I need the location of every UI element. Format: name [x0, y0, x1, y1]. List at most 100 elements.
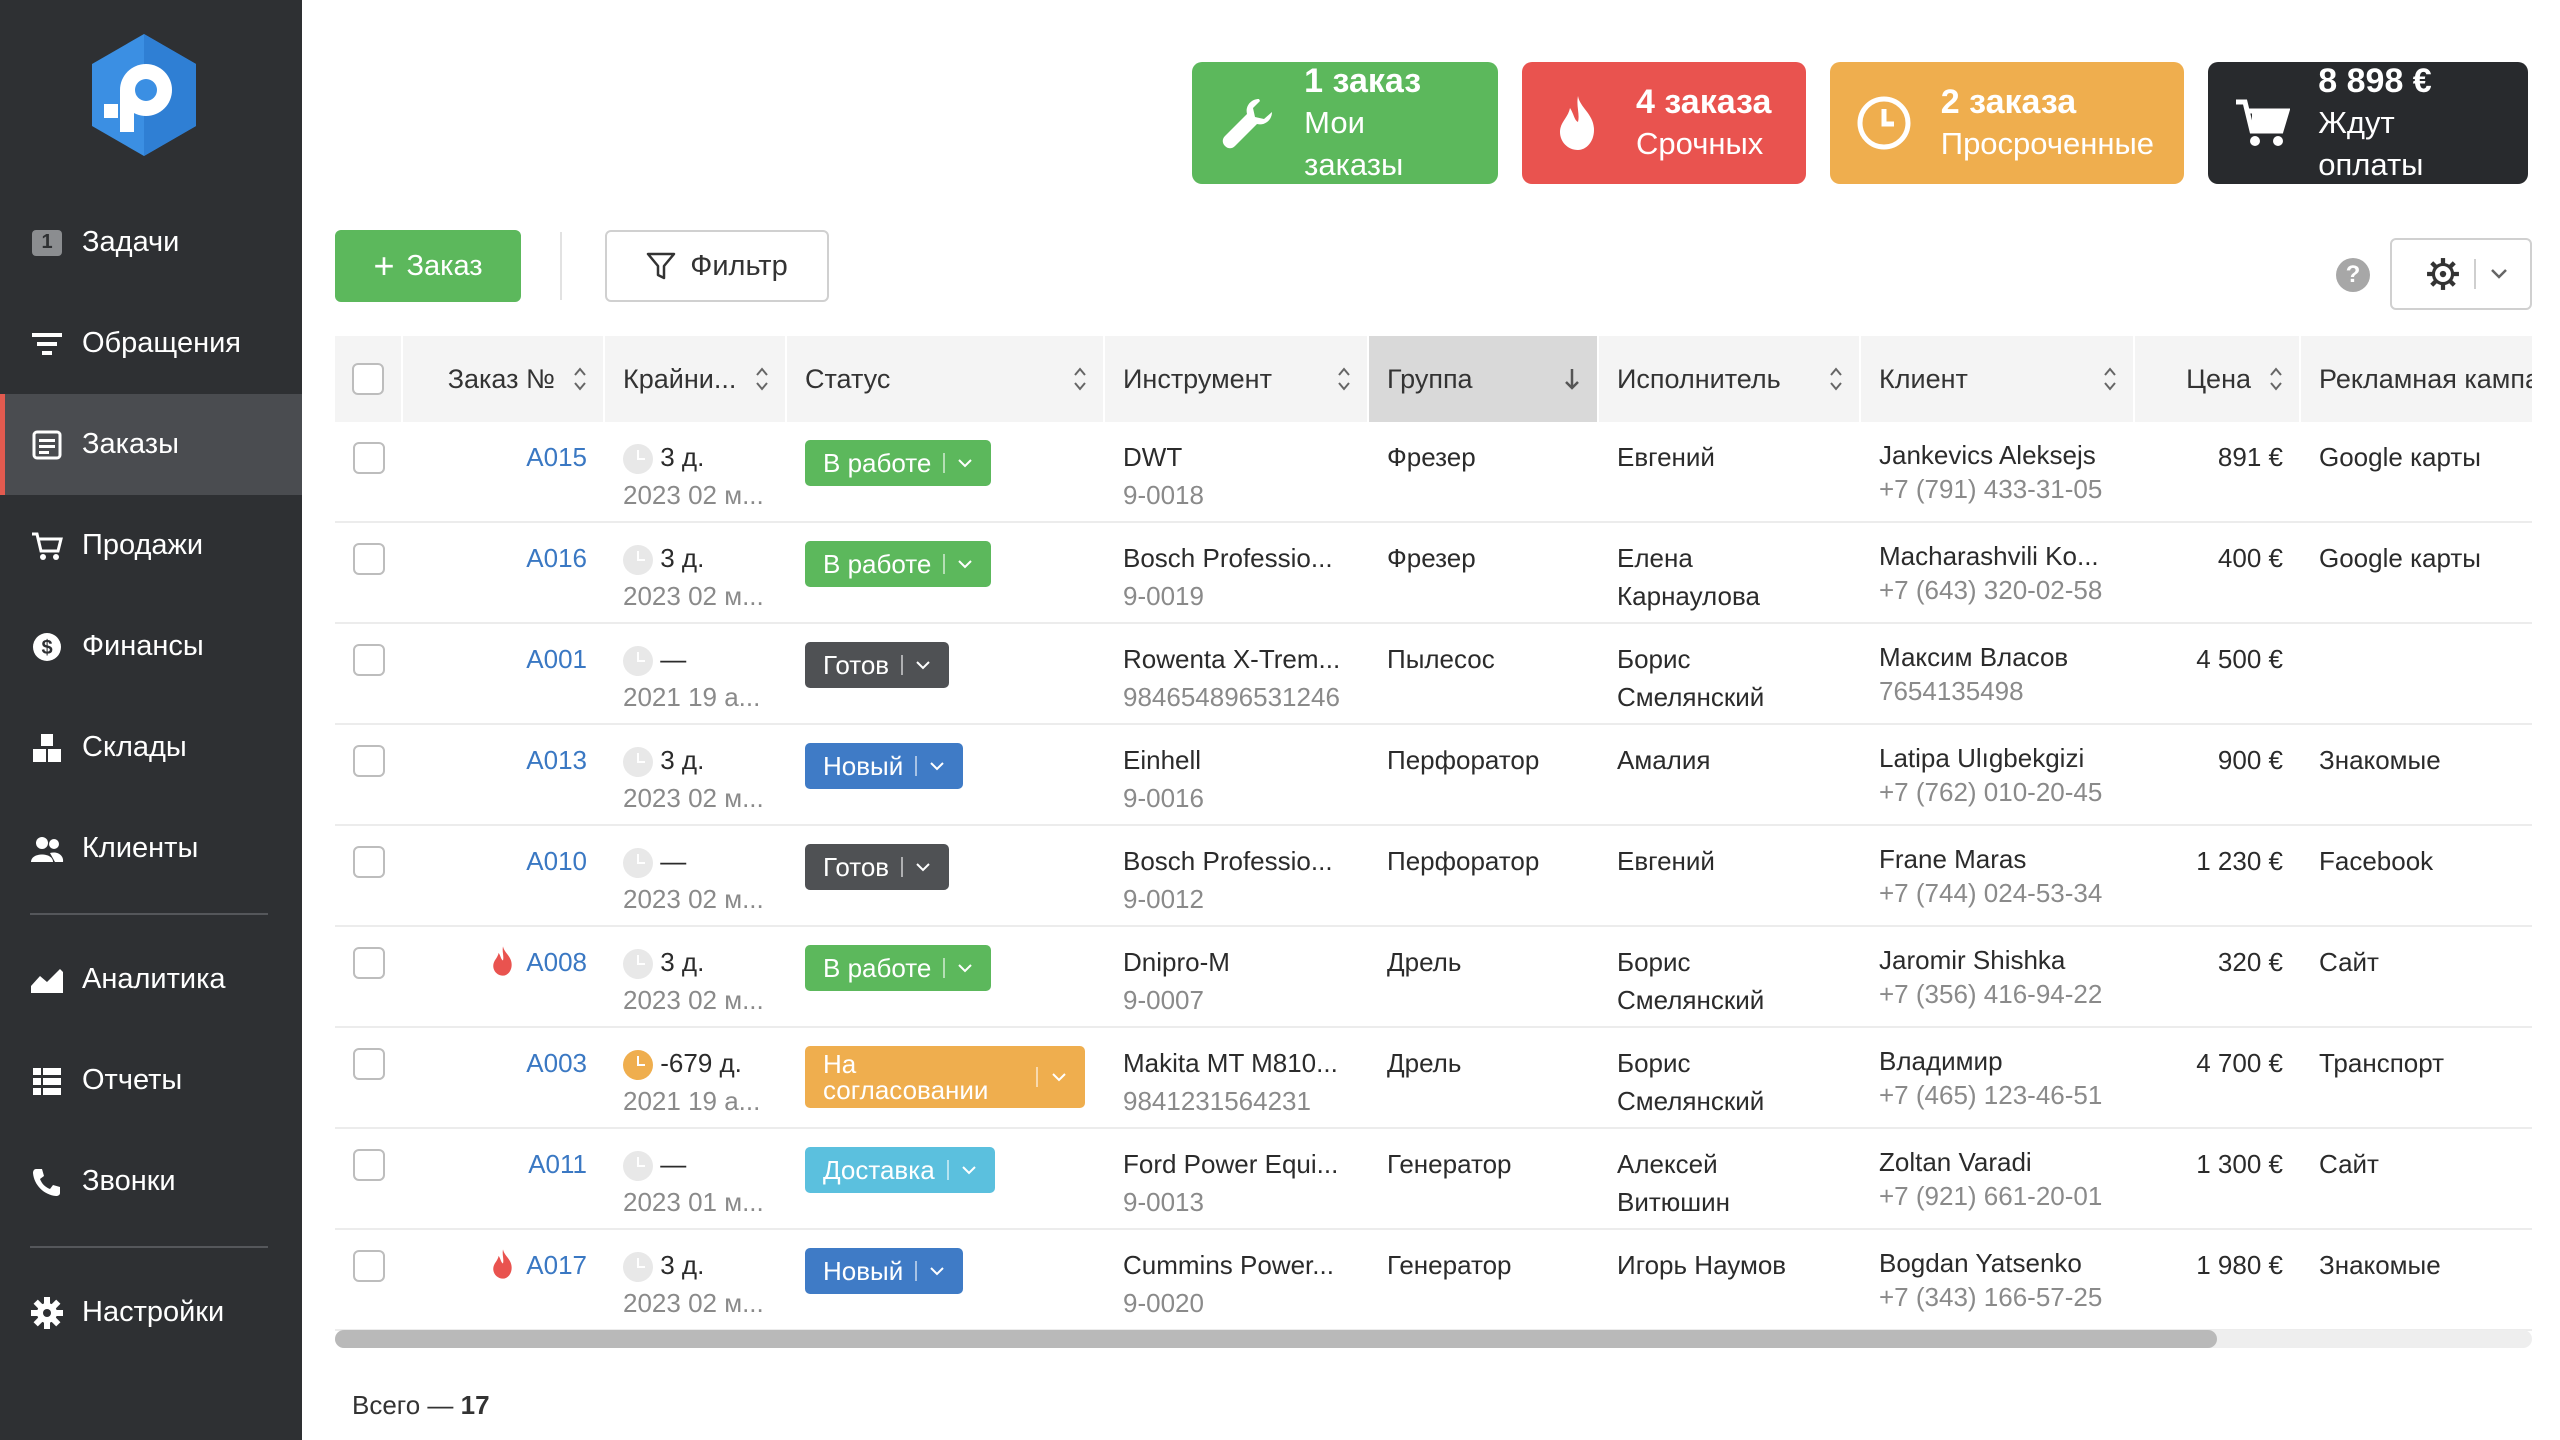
- sidebar-item-sales[interactable]: Продажи: [0, 495, 302, 596]
- sort-icon: [2104, 367, 2116, 391]
- order-link[interactable]: A015: [526, 442, 587, 472]
- urgent-orders-card[interactable]: 4 заказа Срочных: [1522, 62, 1806, 184]
- header-order-number[interactable]: Заказ №: [403, 336, 605, 422]
- row-checkbox[interactable]: [353, 1149, 385, 1181]
- order-link[interactable]: A008: [526, 947, 587, 977]
- sidebar-item-clients[interactable]: Клиенты: [0, 798, 302, 899]
- row-checkbox[interactable]: [353, 543, 385, 575]
- table-row[interactable]: A015 3 д. 2023 02 м... В работе DWT 9-0018 Фр…: [335, 422, 2532, 523]
- chevron-down-icon[interactable]: [2490, 268, 2508, 280]
- status-dropdown[interactable]: Готов: [805, 844, 950, 890]
- sidebar-item-analytics[interactable]: Аналитика: [0, 929, 302, 1030]
- sidebar-nav: 1 Задачи Обращения Заказы Продажи: [0, 192, 302, 1363]
- sidebar-divider: [30, 913, 268, 915]
- tool-name: DWT: [1123, 442, 1183, 472]
- tool-cell: DWT 9-0018: [1105, 422, 1369, 523]
- row-checkbox[interactable]: [353, 947, 385, 979]
- row-checkbox[interactable]: [353, 1048, 385, 1080]
- sidebar-item-reports[interactable]: Отчеты: [0, 1030, 302, 1131]
- status-dropdown[interactable]: В работе: [805, 945, 992, 991]
- tool-name: Ford Power Equi...: [1123, 1149, 1339, 1179]
- help-icon[interactable]: ?: [2336, 258, 2370, 292]
- group-cell: Фрезер: [1369, 523, 1599, 624]
- executor-name: Смелянский: [1617, 1086, 1765, 1116]
- deadline-value: 3 д.: [660, 745, 705, 775]
- status-dropdown[interactable]: На согласовании: [805, 1046, 1085, 1108]
- order-link[interactable]: A003: [526, 1048, 587, 1078]
- header-deadline[interactable]: Крайни...: [605, 336, 787, 422]
- order-link[interactable]: A010: [526, 846, 587, 876]
- header-price[interactable]: Цена: [2135, 336, 2301, 422]
- table-header: Заказ № Крайни... Статус Инструмент Груп…: [335, 336, 2532, 422]
- filter-button[interactable]: Фильтр: [605, 230, 829, 302]
- table-row[interactable]: A011 — 2023 01 м... Доставка Ford Power Equ…: [335, 1129, 2532, 1230]
- client-name: Jaromir Shishka: [1879, 945, 2066, 975]
- fire-icon: [1544, 89, 1612, 157]
- header-campaign[interactable]: Рекламная кампа: [2301, 336, 2532, 422]
- app-logo[interactable]: [84, 30, 204, 160]
- sidebar-item-tasks[interactable]: 1 Задачи: [0, 192, 302, 293]
- order-link[interactable]: A017: [526, 1250, 587, 1280]
- order-link[interactable]: A011: [528, 1149, 587, 1179]
- sidebar-item-finance[interactable]: $ Финансы: [0, 596, 302, 697]
- my-orders-card[interactable]: 1 заказ Мои заказы: [1192, 62, 1498, 184]
- status-label: В работе: [823, 953, 932, 983]
- header-status[interactable]: Статус: [787, 336, 1105, 422]
- status-dropdown[interactable]: Доставка: [805, 1147, 995, 1193]
- button-divider: [2474, 259, 2476, 289]
- awaiting-payment-card[interactable]: 8 898 € Ждут оплаты: [2208, 62, 2528, 184]
- table-row[interactable]: A008 3 д. 2023 02 м... В работе Dnipro-M 9-0…: [335, 927, 2532, 1028]
- row-checkbox[interactable]: [353, 644, 385, 676]
- overdue-orders-card[interactable]: 2 заказа Просроченные: [1830, 62, 2184, 184]
- order-link[interactable]: A013: [526, 745, 587, 775]
- status-label: В работе: [823, 549, 932, 579]
- add-order-button[interactable]: + Заказ: [335, 230, 521, 302]
- table-row[interactable]: A003 -679 д. 2021 19 а... На согласовании M…: [335, 1028, 2532, 1129]
- row-checkbox[interactable]: [353, 1250, 385, 1282]
- table-row[interactable]: A010 — 2023 02 м... Готов Bosch Professio..…: [335, 826, 2532, 927]
- scrollbar-thumb[interactable]: [335, 1330, 2217, 1348]
- status-dropdown[interactable]: В работе: [805, 541, 992, 587]
- group-name: Генератор: [1387, 1250, 1512, 1280]
- stat-cards: 1 заказ Мои заказы 4 заказа Срочных 2 за…: [1192, 62, 2528, 184]
- status-dropdown[interactable]: Готов: [805, 642, 950, 688]
- header-client[interactable]: Клиент: [1861, 336, 2135, 422]
- status-dropdown[interactable]: В работе: [805, 440, 992, 486]
- status-label: Готов: [823, 852, 890, 882]
- sidebar-item-settings[interactable]: Настройки: [0, 1262, 302, 1363]
- header-executor[interactable]: Исполнитель: [1599, 336, 1861, 422]
- row-checkbox[interactable]: [353, 442, 385, 474]
- client-cell: Jankevics Aleksejs +7 (791) 433-31-05: [1861, 422, 2135, 523]
- sidebar-item-calls[interactable]: Звонки: [0, 1131, 302, 1232]
- header-tool[interactable]: Инструмент: [1105, 336, 1369, 422]
- sidebar-item-warehouses[interactable]: Склады: [0, 697, 302, 798]
- tool-cell: Rowenta X-Trem... 984654896531246: [1105, 624, 1369, 725]
- status-dropdown[interactable]: Новый: [805, 1248, 964, 1294]
- row-checkbox[interactable]: [353, 745, 385, 777]
- executor-name: Игорь Наумов: [1617, 1250, 1787, 1280]
- table-row[interactable]: A001 — 2021 19 а... Готов Rowenta X-Trem...…: [335, 624, 2532, 725]
- sidebar-item-requests[interactable]: Обращения: [0, 293, 302, 394]
- order-link[interactable]: A001: [526, 644, 587, 674]
- table-row[interactable]: A013 3 д. 2023 02 м... Новый Einhell 9-0016 П…: [335, 725, 2532, 826]
- deadline-cell: 3 д. 2023 02 м...: [605, 725, 787, 826]
- sort-icon: [1830, 367, 1842, 391]
- table-row[interactable]: A016 3 д. 2023 02 м... В работе Bosch Profe…: [335, 523, 2532, 624]
- table-settings-button[interactable]: [2390, 238, 2532, 310]
- sidebar-item-orders[interactable]: Заказы: [0, 394, 302, 495]
- order-number-cell: A015: [403, 422, 605, 523]
- select-all-checkbox[interactable]: [352, 363, 384, 395]
- table-row[interactable]: A017 3 д. 2023 02 м... Новый Cummins Power.…: [335, 1230, 2532, 1331]
- tool-serial: 9-0013: [1123, 1187, 1204, 1217]
- row-checkbox[interactable]: [353, 846, 385, 878]
- tool-serial: 9841231564231: [1123, 1086, 1311, 1116]
- total-label: Всего —: [352, 1390, 454, 1420]
- toolbar-divider: [560, 232, 562, 300]
- executor-name: Борис: [1617, 1048, 1691, 1078]
- status-cell: На согласовании: [787, 1028, 1105, 1129]
- horizontal-scrollbar[interactable]: [335, 1330, 2532, 1348]
- order-link[interactable]: A016: [526, 543, 587, 573]
- header-group[interactable]: Группа: [1369, 336, 1599, 422]
- status-dropdown[interactable]: Новый: [805, 743, 964, 789]
- tool-cell: Ford Power Equi... 9-0013: [1105, 1129, 1369, 1230]
